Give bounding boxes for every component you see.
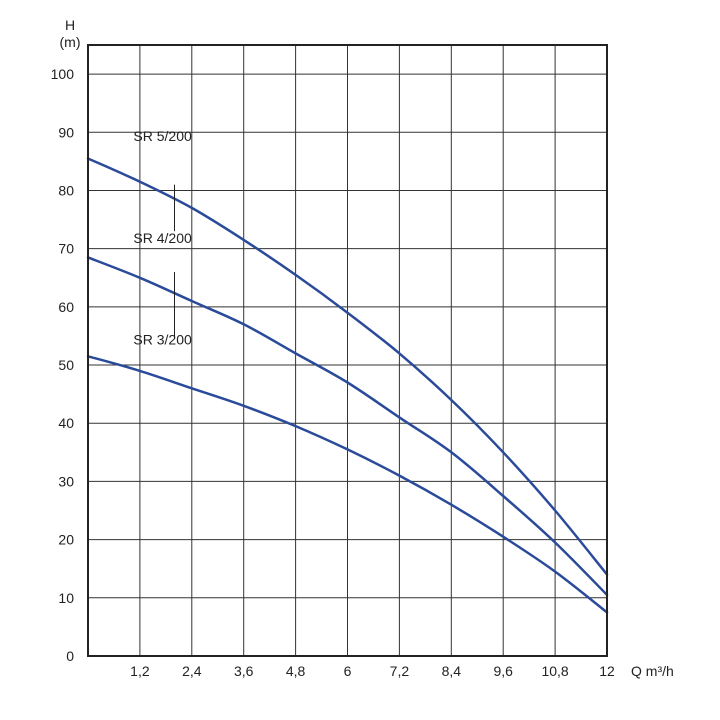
x-tick-label: 4,8	[286, 663, 306, 679]
x-tick-label: 7,2	[390, 663, 410, 679]
y-tick-label: 70	[58, 241, 74, 257]
series-label-sr-5-200: SR 5/200	[133, 128, 192, 144]
y-tick-label: 80	[58, 182, 74, 198]
y-tick-label: 0	[66, 648, 74, 664]
x-tick-label: 2,4	[182, 663, 202, 679]
x-tick-label: 10,8	[541, 663, 568, 679]
y-tick-label: 30	[58, 473, 74, 489]
y-axis-unit: (m)	[60, 34, 81, 50]
series-label-sr-3-200: SR 3/200	[133, 332, 192, 348]
y-axis-title: H	[65, 17, 75, 33]
plot-frame	[87, 44, 608, 657]
x-tick-label: 6	[344, 663, 352, 679]
y-tick-label: 100	[51, 66, 75, 82]
x-tick-label: 12	[599, 663, 615, 679]
x-tick-label: 9,6	[493, 663, 513, 679]
series-label-sr-4-200: SR 4/200	[133, 230, 192, 246]
series-line-2	[86, 355, 609, 614]
performance-curves	[86, 157, 609, 614]
y-tick-label: 10	[58, 590, 74, 606]
x-tick-label: 1,2	[130, 663, 150, 679]
y-tick-label: 20	[58, 532, 74, 548]
y-tick-label: 40	[58, 415, 74, 431]
y-tick-label: 60	[58, 299, 74, 315]
series-line-0	[86, 157, 609, 576]
y-tick-label: 90	[58, 124, 74, 140]
x-tick-label: 8,4	[442, 663, 462, 679]
x-tick-label: 3,6	[234, 663, 254, 679]
tick-labels: 1,2 2,4 3,6 4,8 6 7,2 8,4 9,6 10,8 12 0 10 20 30 40 50 6…	[51, 66, 615, 679]
x-axis-title: Q m³/h	[631, 663, 674, 679]
y-tick-label: 50	[58, 357, 74, 373]
series-line-1	[86, 256, 609, 597]
